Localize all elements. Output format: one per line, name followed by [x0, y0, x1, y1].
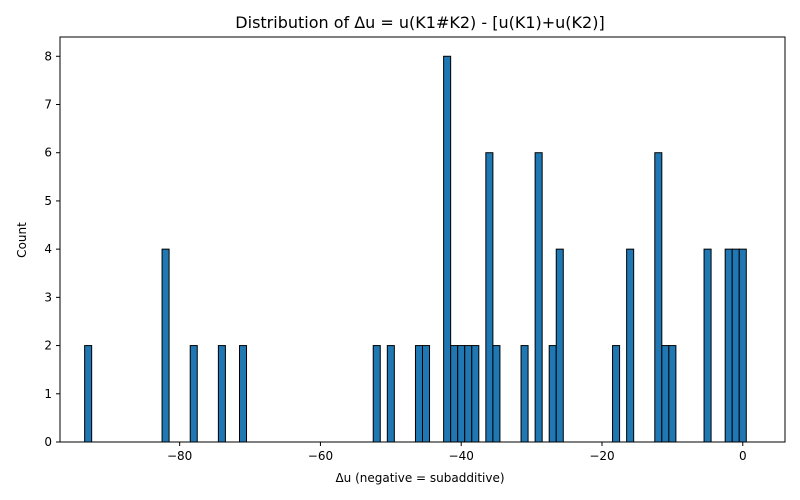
- histogram-bar: [534, 152, 543, 443]
- y-tick-label: 7: [44, 98, 52, 112]
- x-axis-ticks: −80 −60 −40 −20 0: [167, 442, 747, 463]
- y-tick-label: 3: [44, 290, 52, 304]
- histogram-bar: [668, 345, 677, 443]
- histogram-bar: [414, 345, 423, 443]
- histogram-bar: [189, 345, 198, 443]
- histogram-bar: [386, 345, 395, 443]
- y-tick-label: 2: [44, 339, 52, 353]
- histogram-bar: [457, 345, 466, 443]
- histogram-bar: [738, 248, 747, 443]
- x-axis-label: Δu (negative = subadditive): [335, 471, 504, 485]
- histogram-bar: [485, 152, 494, 443]
- histogram-bar: [520, 345, 529, 443]
- histogram-bar: [471, 345, 480, 443]
- bars-group: [84, 55, 747, 443]
- x-tick-label: −20: [589, 449, 614, 463]
- histogram-bar: [626, 248, 635, 443]
- x-tick-label: −40: [449, 449, 474, 463]
- histogram-bar: [372, 345, 381, 443]
- y-tick-label: 0: [44, 435, 52, 449]
- y-tick-label: 4: [44, 242, 52, 256]
- y-tick-label: 1: [44, 387, 52, 401]
- histogram-bar: [492, 345, 501, 443]
- histogram-bar: [548, 345, 557, 443]
- chart-title: Distribution of Δu = u(K1#K2) - [u(K1)+u…: [235, 13, 604, 32]
- histogram-bar: [724, 248, 733, 443]
- histogram-bar: [161, 248, 170, 443]
- plot-frame: [59, 36, 786, 443]
- histogram-bar: [450, 345, 459, 443]
- x-tick-label: −80: [167, 449, 192, 463]
- histogram-bar: [84, 345, 93, 443]
- y-tick-label: 6: [44, 146, 52, 160]
- histogram-bar: [422, 345, 431, 443]
- histogram-bar: [555, 248, 564, 443]
- histogram-bar: [238, 345, 248, 443]
- y-axis-label: Count: [15, 222, 29, 258]
- y-tick-label: 5: [44, 194, 52, 208]
- y-tick-label: 8: [44, 49, 52, 63]
- histogram-bar: [464, 345, 473, 443]
- histogram-bar: [612, 345, 621, 443]
- histogram-bar: [661, 345, 670, 443]
- histogram-bar: [654, 152, 663, 443]
- histogram-bar: [217, 345, 226, 443]
- histogram-bar: [731, 248, 740, 443]
- x-tick-label: −60: [308, 449, 333, 463]
- histogram-bar: [703, 248, 712, 443]
- histogram-bar: [443, 55, 452, 443]
- y-axis-ticks: 0 1 2 3 4 5 6 7 8: [44, 49, 60, 449]
- x-tick-label: 0: [739, 449, 747, 463]
